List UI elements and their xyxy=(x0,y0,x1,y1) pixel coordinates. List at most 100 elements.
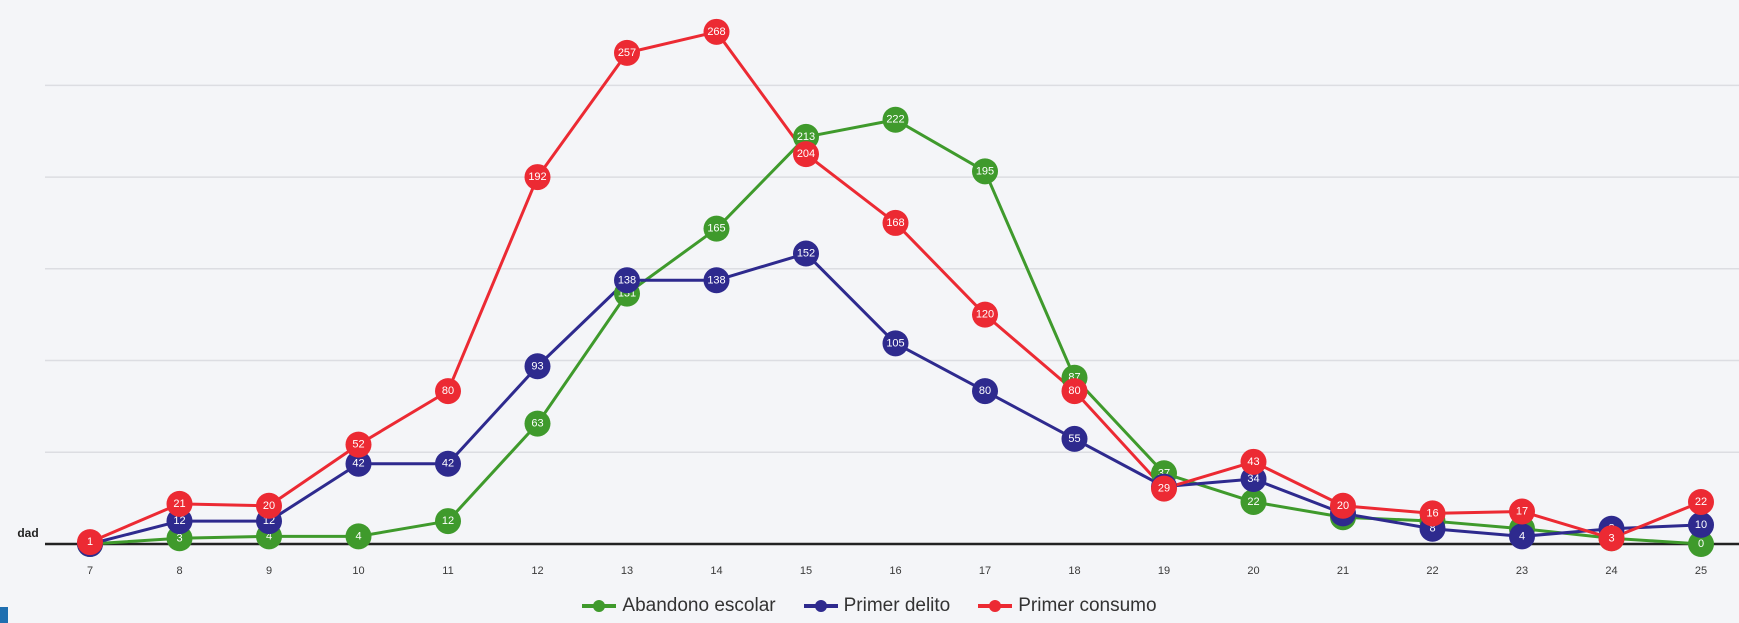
legend-label-delito: Primer delito xyxy=(843,595,951,616)
series-2-point xyxy=(1151,475,1177,502)
series-2-point xyxy=(703,18,730,45)
x-tick-label: 8 xyxy=(176,565,182,577)
series-1-data-label: 12 xyxy=(173,515,185,527)
series-1-data-label: 42 xyxy=(352,458,364,470)
x-tick-label: 11 xyxy=(442,565,453,577)
series-1-point xyxy=(793,240,819,267)
series-0-data-label: 4 xyxy=(355,530,361,542)
series-2-point xyxy=(1061,378,1088,405)
series-2-point xyxy=(524,164,551,191)
legend-label-abandono: Abandono escolar xyxy=(622,595,776,616)
series-0-point xyxy=(1688,531,1714,557)
series-2-data-label: 168 xyxy=(886,217,904,229)
series-1-point xyxy=(435,450,461,477)
x-tick-label: 22 xyxy=(1426,565,1438,577)
series-1-data-label: 42 xyxy=(442,458,454,470)
x-tick-label: 9 xyxy=(266,565,272,577)
series-0-point xyxy=(703,215,730,242)
series-2-data-label: 80 xyxy=(442,385,454,397)
series-2-data-label: 43 xyxy=(1247,456,1259,468)
legend-swatch-delito xyxy=(803,600,838,612)
series-1-line xyxy=(89,252,1702,546)
series-2-point xyxy=(1509,498,1535,525)
series-1-point xyxy=(614,267,640,294)
series-2-data-label: 1 xyxy=(87,536,93,548)
series-1-point xyxy=(345,450,372,477)
series-2-data-label: 21 xyxy=(173,498,185,510)
series-1-point xyxy=(703,267,730,294)
series-2-point xyxy=(614,39,640,66)
series-0-point xyxy=(435,508,461,535)
series-2-point xyxy=(1419,500,1446,527)
x-tick-label: 19 xyxy=(1158,565,1170,577)
series-layer: 0344126313116521322219587372214128300121… xyxy=(77,18,1714,557)
series-1-data-label: 55 xyxy=(1068,433,1080,445)
series-2-data-label: 17 xyxy=(1516,506,1528,518)
legend-label-consumo: Primer consumo xyxy=(1018,595,1157,616)
series-0-data-label: 213 xyxy=(797,131,815,143)
series-1-point xyxy=(972,378,998,405)
x-tick-label: 24 xyxy=(1605,565,1617,577)
x-tick-label: 18 xyxy=(1068,565,1080,577)
series-2-data-label: 29 xyxy=(1158,483,1170,495)
x-tick-label: 10 xyxy=(352,565,364,577)
x-tick-label: 17 xyxy=(979,565,991,577)
legend: Abandono escolar Primer delito Primer co… xyxy=(0,595,1739,617)
series-1-data-label: 34 xyxy=(1247,473,1259,485)
series-0-data-label: 4 xyxy=(266,530,272,542)
series-1-point xyxy=(1688,511,1714,538)
series-2-data-label: 22 xyxy=(1695,496,1707,508)
series-1-point xyxy=(882,330,909,357)
series-2-data-label: 20 xyxy=(1337,500,1349,512)
series-2-point xyxy=(1330,492,1356,519)
legend-item-delito: Primer delito xyxy=(803,595,951,617)
x-tick-label: 15 xyxy=(800,565,812,577)
series-0-data-label: 12 xyxy=(442,515,454,527)
gridlines xyxy=(45,84,1739,454)
series-0-data-label: 195 xyxy=(976,165,994,177)
series-2-point xyxy=(345,431,372,458)
series-0-data-label: 165 xyxy=(707,223,725,235)
series-2-data-label: 192 xyxy=(528,171,546,183)
series-2-point xyxy=(77,529,103,556)
x-tick-label: 16 xyxy=(889,565,901,577)
series-2-point xyxy=(256,492,282,519)
x-tick-label: 25 xyxy=(1695,565,1707,577)
legend-item-abandono: Abandono escolar xyxy=(582,595,776,617)
series-1-data-label: 152 xyxy=(797,248,815,260)
series-1-point xyxy=(1061,425,1088,452)
series-1-data-label: 138 xyxy=(618,274,636,286)
legend-swatch-abandono xyxy=(582,600,617,612)
x-tick-label: 14 xyxy=(710,565,722,577)
legend-item-consumo: Primer consumo xyxy=(978,595,1157,617)
series-1-point xyxy=(1509,523,1535,550)
series-0-data-label: 0 xyxy=(1698,538,1704,550)
x-tick-label: 23 xyxy=(1516,565,1528,577)
series-0-data-label: 222 xyxy=(886,114,904,126)
series-2-point xyxy=(972,301,998,328)
series-0-point xyxy=(345,523,372,550)
series-2-point xyxy=(793,141,819,168)
series-1-data-label: 93 xyxy=(531,360,543,372)
series-1-data-label: 105 xyxy=(886,337,904,349)
series-0-data-label: 63 xyxy=(531,418,543,430)
series-2-data-label: 3 xyxy=(1608,532,1614,544)
series-2-data-label: 204 xyxy=(797,148,815,160)
x-tick-label: 13 xyxy=(621,565,633,577)
series-2-point xyxy=(166,490,193,517)
x-tick-label: 20 xyxy=(1247,565,1259,577)
series-2-point xyxy=(1688,488,1714,515)
series-0-point xyxy=(1240,488,1267,515)
series-0-point xyxy=(882,106,909,133)
series-2-data-label: 16 xyxy=(1426,507,1438,519)
series-0-point xyxy=(524,410,551,437)
series-0-data-label: 22 xyxy=(1247,496,1259,508)
series-1-data-label: 10 xyxy=(1695,519,1707,531)
series-2-data-label: 20 xyxy=(263,500,275,512)
series-1-data-label: 80 xyxy=(979,385,991,397)
series-0-data-label: 3 xyxy=(176,532,182,544)
series-2-data-label: 80 xyxy=(1068,385,1080,397)
legend-swatch-consumo xyxy=(978,600,1013,612)
series-1-data-label: 8 xyxy=(1429,523,1435,535)
series-2-point xyxy=(1598,525,1625,552)
